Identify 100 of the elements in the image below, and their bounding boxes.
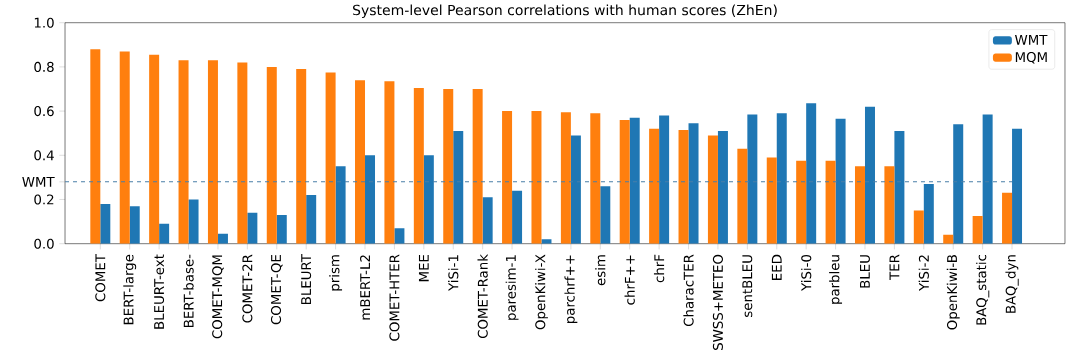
x-tick-label: COMET-QE — [270, 255, 283, 325]
bar — [159, 223, 170, 244]
bar — [100, 204, 111, 244]
bar — [335, 166, 346, 244]
y-tick-label: 0.4 — [34, 150, 54, 161]
bar — [119, 51, 130, 244]
x-tick-label: COMET-HTER — [389, 254, 400, 341]
bar — [325, 72, 336, 244]
bar — [943, 235, 954, 244]
bar — [90, 49, 101, 244]
x-tick-label: parchrf++ — [564, 255, 578, 324]
bar — [266, 67, 277, 244]
bar — [384, 81, 395, 244]
x-tick-label: chrF++ — [624, 255, 635, 305]
x-tick-label: OpenKiwi-B — [946, 255, 960, 330]
bar — [453, 131, 464, 244]
bar — [413, 88, 424, 244]
bar — [835, 118, 846, 244]
legend-label: WMT — [1014, 35, 1048, 45]
bar — [472, 89, 483, 244]
x-tick-label: MEE — [418, 255, 429, 282]
x-tick-label: COMET-MQM — [212, 255, 224, 339]
x-tick-label: YiSi-1 — [448, 255, 459, 292]
bar — [306, 195, 317, 244]
bar — [443, 89, 454, 244]
bar — [531, 111, 542, 244]
x-tick-label: prism — [329, 255, 343, 291]
y-tick-label: 0.8 — [34, 62, 54, 73]
bar — [560, 112, 571, 244]
x-tick-label: YiSi-0 — [801, 255, 812, 292]
chart-title: System-level Pearson correlations with human scores (ZhEn) — [353, 4, 777, 19]
bar — [207, 60, 218, 244]
bar — [512, 190, 523, 244]
bar — [707, 135, 718, 244]
legend-label: MQM — [1015, 52, 1047, 64]
ref-line-label: WMT — [22, 177, 55, 187]
bar — [678, 130, 689, 244]
x-tick-label: BAQ_dyn — [1005, 255, 1019, 313]
x-tick-label: COMET-2R — [242, 254, 253, 323]
x-tick-label: BLEURT — [301, 254, 312, 305]
bar — [1002, 193, 1013, 244]
bar — [394, 228, 405, 244]
x-tick-label: COMET-Rank — [477, 254, 488, 339]
x-tick-label: BAQ_static — [975, 255, 990, 325]
x-tick-label: OpenKiwi-X — [535, 254, 548, 330]
x-tick-label: TER — [889, 254, 900, 281]
bar — [355, 80, 366, 244]
bar — [619, 120, 630, 244]
bar — [972, 216, 983, 244]
bar — [864, 106, 875, 244]
x-tick-label: YiSi-2 — [918, 255, 929, 292]
bar — [1012, 128, 1023, 244]
x-tick-label: mBERT-L2 — [360, 255, 370, 320]
y-tick-label: 0.2 — [34, 194, 54, 205]
bar — [776, 113, 787, 244]
bar — [276, 215, 287, 244]
bar — [502, 111, 513, 244]
bar — [237, 62, 248, 244]
x-tick-label: chrF — [653, 255, 665, 283]
bar — [217, 233, 228, 244]
bar — [482, 197, 493, 244]
bar — [629, 117, 640, 244]
bar — [747, 114, 758, 244]
y-tick-label: 0.0 — [34, 238, 54, 249]
bar — [296, 69, 307, 244]
bar — [884, 166, 895, 244]
x-tick-label: BLEURT-ext — [154, 254, 165, 329]
bar — [600, 186, 611, 244]
x-tick-label: sentBLEU — [742, 255, 753, 318]
x-tick-label: parbleu — [829, 255, 843, 304]
bar — [796, 160, 807, 244]
bar — [923, 184, 934, 244]
bar — [806, 103, 817, 244]
bar — [423, 155, 434, 244]
x-tick-label: BERT-large — [123, 254, 137, 325]
bar — [766, 157, 777, 244]
y-tick-label: 1.0 — [34, 17, 54, 28]
bar — [129, 206, 140, 244]
x-tick-label: COMET — [95, 254, 106, 302]
bar — [178, 60, 189, 244]
x-tick-label: BERT-base- — [183, 254, 194, 328]
bar — [717, 131, 728, 244]
bar — [854, 166, 865, 244]
y-tick-label: 0.6 — [34, 106, 54, 117]
bar — [982, 114, 993, 244]
x-tick-label: SWSS+METEO — [712, 254, 723, 351]
bar — [247, 212, 258, 244]
bar — [541, 239, 552, 244]
bar — [737, 148, 748, 244]
bar — [149, 54, 160, 244]
bar — [570, 135, 581, 244]
x-tick-label: paresim-1 — [505, 255, 519, 320]
bar — [913, 210, 924, 244]
x-tick-label: EED — [771, 255, 782, 281]
bar — [688, 123, 699, 244]
bar — [953, 124, 964, 244]
bar — [659, 115, 670, 244]
bar — [590, 113, 601, 244]
bar — [365, 155, 376, 244]
x-tick-label: CharacTER — [683, 254, 694, 327]
